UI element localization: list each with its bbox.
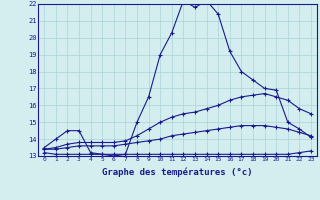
X-axis label: Graphe des températures (°c): Graphe des températures (°c): [102, 168, 253, 177]
